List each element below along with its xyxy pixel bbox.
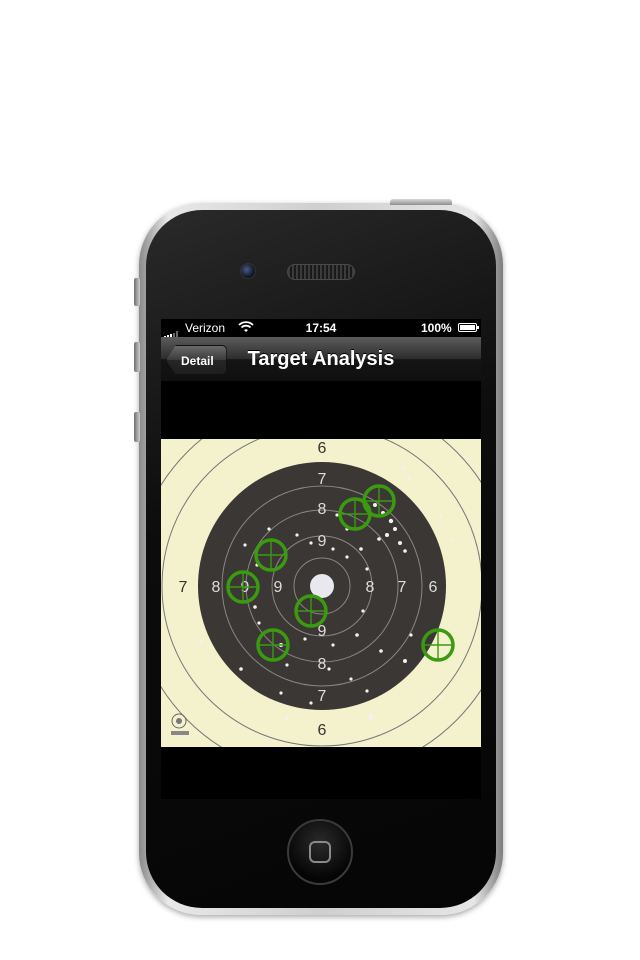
- back-button[interactable]: Detail: [166, 345, 227, 375]
- hit-marker-circle: [294, 594, 328, 628]
- ring-number-label: 6: [429, 579, 438, 596]
- earpiece-speaker: [287, 264, 355, 280]
- ring-number-label: 7: [318, 688, 327, 705]
- status-time: 17:54: [305, 321, 337, 335]
- ring-number-label: 9: [274, 579, 283, 596]
- front-camera: [240, 263, 256, 279]
- navigation-bar: Target Analysis Detail: [161, 337, 481, 382]
- shooting-target: 6 7 8 9 9 8 7 6 7 8 9 9 8 7 6: [161, 439, 481, 747]
- ring-number-label: 8: [212, 579, 221, 596]
- volume-down-button[interactable]: [134, 412, 140, 442]
- home-square-icon: [309, 841, 331, 863]
- bullet-holes: [199, 467, 455, 721]
- status-bar: Verizon 17:54 100%: [161, 319, 481, 339]
- hit-marker-circle: [256, 628, 290, 662]
- target-image[interactable]: 6 7 8 9 9 8 7 6 7 8 9 9 8 7 6: [161, 439, 481, 747]
- battery-percent: 100%: [421, 321, 452, 335]
- home-button[interactable]: [287, 819, 353, 885]
- hit-marker-circle: [226, 570, 260, 604]
- ring-number-label: 6: [318, 722, 327, 739]
- screen: Verizon 17:54 100% Target Analysis Detai…: [161, 319, 481, 799]
- ring-number-label: 7: [318, 471, 327, 488]
- carrier-name: Verizon: [185, 321, 226, 335]
- sleep-button[interactable]: [390, 199, 452, 205]
- issf-logo: [171, 713, 189, 735]
- ring-number-label: 6: [318, 440, 327, 457]
- ring-number-label: 7: [179, 579, 188, 596]
- battery-icon: [458, 323, 479, 332]
- hit-marker-circle: [421, 628, 455, 662]
- ring-number-label: 8: [318, 501, 327, 518]
- ring-number-label: 9: [318, 623, 327, 640]
- ring-number-label: 7: [398, 579, 407, 596]
- ring-number-label: 8: [318, 656, 327, 673]
- wifi-icon: [238, 321, 254, 332]
- hit-markers: [226, 484, 455, 662]
- bullseye: [310, 574, 334, 598]
- ring-number-label: 9: [318, 533, 327, 550]
- ring-number-label: 8: [366, 579, 375, 596]
- volume-up-button[interactable]: [134, 342, 140, 372]
- mute-switch[interactable]: [134, 278, 140, 306]
- hit-marker-circle: [254, 538, 288, 572]
- page-title: Target Analysis: [247, 348, 395, 370]
- hit-marker-circle: [338, 497, 372, 531]
